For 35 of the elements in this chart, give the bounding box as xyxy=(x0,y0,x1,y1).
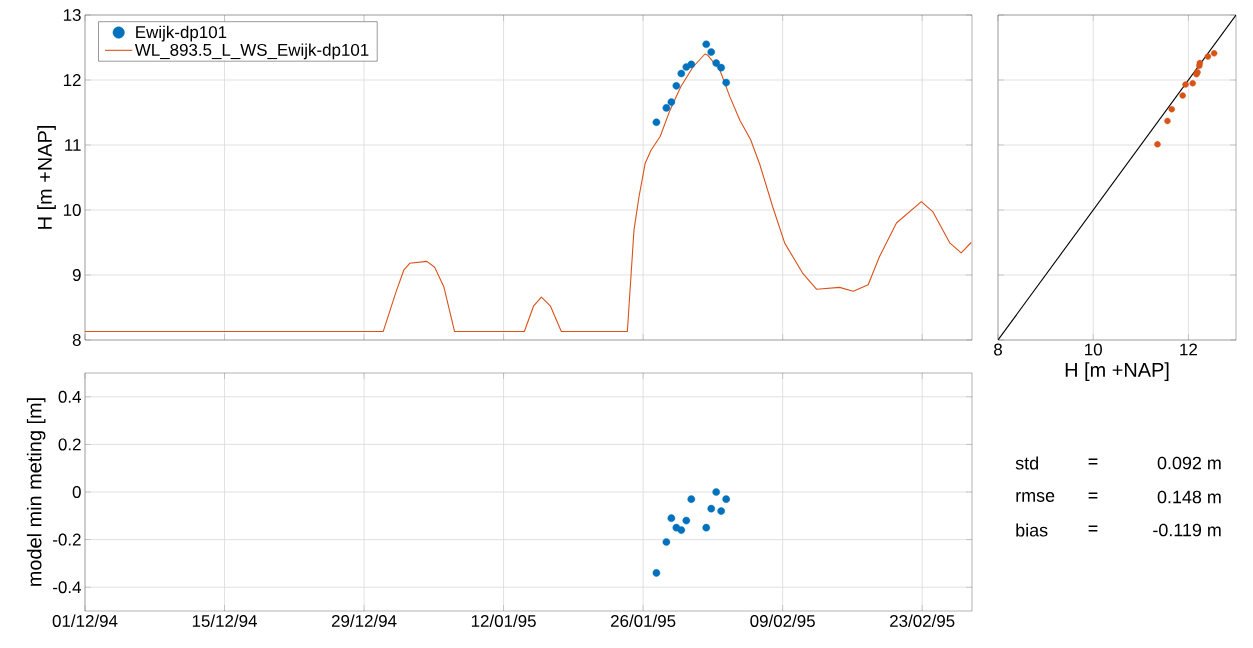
y-axis-title: model min meting [m] xyxy=(26,398,46,586)
text: = xyxy=(1088,525,1098,532)
y-tick-label: 12 xyxy=(63,74,81,86)
legend-label: Ewijk-dp101 xyxy=(136,25,227,42)
text: = xyxy=(1088,492,1098,499)
x-tick-label: 26/01/95 xyxy=(611,614,676,627)
x-axis-title: H [m +NAP] xyxy=(1065,362,1169,381)
x-tick-label: 09/02/95 xyxy=(750,614,815,627)
y-tick-label: 8 xyxy=(72,334,81,346)
x-tick-label: 29/12/94 xyxy=(331,614,397,627)
y-tick-label: 11 xyxy=(65,139,81,151)
y-tick-label: 0 xyxy=(72,486,81,499)
x-tick-label: 12 xyxy=(1180,343,1197,356)
y-tick-label: -0.4 xyxy=(53,581,81,594)
x-tick-label: 01/12/94 xyxy=(52,614,118,627)
y-tick-label: -0.2 xyxy=(53,533,81,546)
y-tick-label: 10 xyxy=(63,204,81,216)
text: rmse xyxy=(1016,492,1055,502)
y-axis-title: H [m +NAP] xyxy=(37,126,56,229)
x-tick-label: 23/02/95 xyxy=(890,614,955,627)
x-tick-label: 15/12/94 xyxy=(192,614,257,627)
text: 0.148 m xyxy=(1157,490,1221,504)
x-tick-label: 10 xyxy=(1085,343,1102,356)
text: -0.119 m xyxy=(1153,523,1221,537)
text: = xyxy=(1088,458,1098,465)
y-tick-label: 0.2 xyxy=(58,438,81,451)
x-tick-label: 12/01/95 xyxy=(471,614,536,627)
y-tick-label: 13 xyxy=(63,9,81,21)
x-tick-label: 8 xyxy=(994,343,1002,356)
legend-label: WL_893.5_L_WS_Ewijk-dp101 xyxy=(134,43,369,60)
text: 0.092 m xyxy=(1157,456,1221,470)
text: std xyxy=(1015,456,1038,470)
text: bias xyxy=(1016,523,1048,537)
y-tick-label: 0.4 xyxy=(58,390,81,403)
y-tick-label: 9 xyxy=(72,269,81,281)
